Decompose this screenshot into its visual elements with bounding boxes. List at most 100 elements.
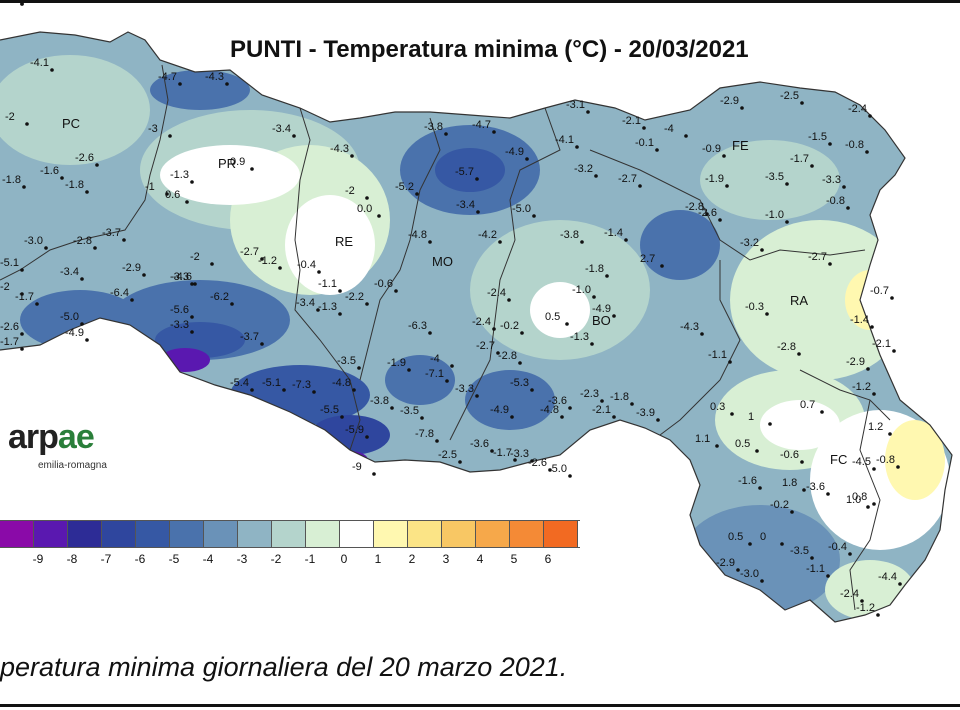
station-dot (492, 327, 496, 331)
station-dot (715, 444, 719, 448)
station-value: -5.4 (230, 377, 249, 389)
station-dot (122, 238, 126, 242)
station-dot (85, 190, 89, 194)
station-dot (340, 415, 344, 419)
top-border (0, 0, 960, 3)
station-value: -4.9 (592, 303, 611, 315)
station-dot (22, 185, 26, 189)
station-dot (848, 552, 852, 556)
legend-swatch (272, 521, 306, 547)
station-dot (142, 273, 146, 277)
station-value: -1.7 (493, 447, 512, 459)
station-dot (655, 148, 659, 152)
station-dot (93, 246, 97, 250)
station-value: -1.2 (852, 381, 871, 393)
field-zone (150, 70, 250, 110)
station-dot (898, 582, 902, 586)
station-dot (428, 240, 432, 244)
station-dot (826, 492, 830, 496)
station-value: -4.9 (65, 327, 84, 339)
station-dot (656, 418, 660, 422)
station-value: -3.1 (566, 99, 585, 111)
province-label-pr: PR (218, 156, 236, 171)
station-dot (800, 460, 804, 464)
station-dot (260, 342, 264, 346)
station-dot (660, 264, 664, 268)
station-dot (800, 101, 804, 105)
station-value: 0 (760, 531, 766, 543)
station-dot (338, 289, 342, 293)
station-value: 0.3 (710, 401, 725, 413)
station-value: -2.7 (618, 173, 637, 185)
station-value: 1.0 (846, 494, 861, 506)
station-dot (718, 218, 722, 222)
station-value: -1.8 (585, 263, 604, 275)
station-dot (638, 184, 642, 188)
station-value: -1.8 (65, 179, 84, 191)
legend-tick-label: -9 (32, 552, 44, 566)
station-dot (705, 212, 709, 216)
station-dot (748, 542, 752, 546)
station-dot (350, 154, 354, 158)
station-value: -2.9 (846, 356, 865, 368)
station-dot (365, 302, 369, 306)
boundary-fe (589, 149, 866, 261)
station-value: -0.4 (828, 541, 847, 553)
station-value: -3.8 (424, 121, 443, 133)
map-title: PUNTI - Temperatura minima (°C) - 20/03/… (230, 36, 749, 63)
station-dot (740, 106, 744, 110)
station-value: -5.0 (548, 463, 567, 475)
figure-caption: peratura minima giornaliera del 20 marzo… (0, 652, 568, 682)
station-dot (866, 367, 870, 371)
station-dot (20, 292, 24, 296)
station-value: -1.8 (610, 391, 629, 403)
station-dot (260, 257, 264, 261)
logo-word-main: arp (8, 418, 59, 456)
station-dot (560, 415, 564, 419)
station-dot (250, 167, 254, 171)
station-value: -3.7 (240, 331, 259, 343)
station-dot (444, 132, 448, 136)
field-zone (385, 355, 455, 405)
station-value: -4.8 (408, 229, 427, 241)
legend-swatch (544, 521, 578, 547)
station-dot (892, 349, 896, 353)
station-value: -7.8 (415, 428, 434, 440)
station-dot (896, 465, 900, 469)
station-dot (888, 432, 892, 436)
station-value: -2.4 (472, 316, 491, 328)
station-value: -4.3 (205, 71, 224, 83)
province-label-fc: FC (830, 452, 847, 467)
legend-swatch (238, 521, 272, 547)
station-value: -1.0 (765, 209, 784, 221)
station-value: -3.3 (170, 271, 189, 283)
station-dot (520, 331, 524, 335)
station-value: -2.1 (0, 0, 19, 3)
station-value: -2.7 (0, 0, 19, 3)
station-value: -2.1 (592, 404, 611, 416)
station-value: 0.7 (800, 399, 815, 411)
station-dot (870, 325, 874, 329)
station-value: -4.3 (680, 321, 699, 333)
station-value: -1.1 (806, 563, 825, 575)
station-value: -3.8 (560, 229, 579, 241)
legend-tick-label: -8 (66, 552, 78, 566)
legend-tick-label: 4 (476, 552, 484, 566)
station-value: -1.2 (856, 602, 875, 614)
station-value: -3.0 (24, 235, 43, 247)
station-dot (407, 368, 411, 372)
station-dot (780, 542, 784, 546)
station-value: -1.4 (850, 314, 869, 326)
station-dot (565, 322, 569, 326)
station-dot (510, 415, 514, 419)
station-points: -4.1 -4.7 -4.3 -3 -3.4 -2 -2.6 -1.6 -1.8 -1.8 0.9 -… (0, 0, 902, 617)
legend-swatch (306, 521, 340, 547)
field-zone (680, 505, 840, 615)
station-dot (210, 262, 214, 266)
station-value: -3.4 (60, 266, 79, 278)
station-value: -2.6 (698, 207, 717, 219)
station-dot (530, 459, 534, 463)
station-dot (755, 449, 759, 453)
station-value: 1.2 (868, 421, 883, 433)
